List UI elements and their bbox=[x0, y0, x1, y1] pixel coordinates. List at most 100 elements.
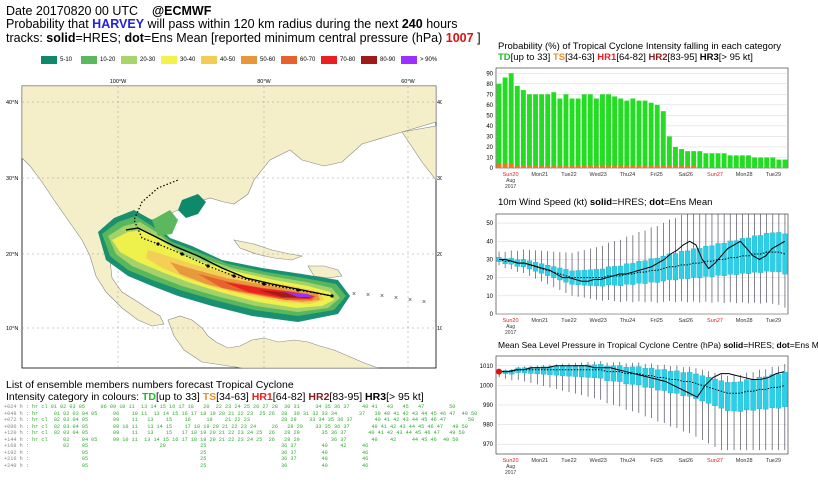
bar-td bbox=[654, 104, 660, 168]
legend-item: 80-90 bbox=[361, 56, 398, 64]
ensemble-row: +096 h : hr cl 02 03 04 05 09 10 11 13 1… bbox=[4, 424, 468, 431]
reported-pressure-marker bbox=[496, 368, 502, 375]
legend-swatch bbox=[81, 56, 97, 64]
bar-td bbox=[764, 157, 770, 168]
time-axis-year: 2017 bbox=[505, 470, 516, 476]
lon-label-top: 100°W bbox=[110, 79, 127, 85]
intensity-legend-line: Intensity category in colours: TD[up to … bbox=[6, 390, 424, 404]
time-axis-label: Sun27 bbox=[707, 458, 723, 464]
lat-label-left: 10°N bbox=[6, 326, 18, 332]
cat-td-range: [up to 33] bbox=[156, 391, 200, 403]
legend-label: 5-10 bbox=[60, 57, 73, 63]
source-text: @ECMWF bbox=[151, 4, 212, 18]
ens-box bbox=[598, 364, 604, 379]
lon-label-top: 80°W bbox=[257, 79, 271, 85]
bar-td bbox=[533, 94, 538, 168]
ensemble-row: +216 h : 05 25 36 37 40 46 bbox=[4, 456, 444, 463]
bar-td bbox=[624, 100, 630, 168]
ensemble-row: +168 h : 02 05 20 25 36 37 40 42 46 bbox=[4, 443, 444, 450]
header-prob-line: Probability that HARVEY will pass within… bbox=[6, 17, 457, 31]
bar-td bbox=[551, 92, 557, 168]
bar-td bbox=[648, 102, 654, 168]
time-axis-month: Aug bbox=[506, 178, 515, 184]
y-tick-label: 50 bbox=[486, 221, 493, 227]
legend-item: 40-50 bbox=[201, 56, 238, 64]
legend-swatch bbox=[321, 56, 337, 64]
observed-position-cross: × bbox=[422, 299, 426, 306]
lat-label-left: 20°N bbox=[6, 252, 18, 258]
legend-label: 50-60 bbox=[260, 57, 276, 63]
bar-ts bbox=[642, 165, 648, 168]
bar-td bbox=[520, 90, 526, 168]
bar-ts bbox=[533, 165, 538, 168]
time-axis-label: Mon21 bbox=[531, 318, 548, 324]
p3-title-b: =HRES; bbox=[743, 340, 775, 350]
header-tracks-line: tracks: solid=HRES; dot=Ens Mean [report… bbox=[6, 31, 481, 45]
time-axis-label: Wed23 bbox=[590, 458, 607, 464]
p3-title-a: Mean Sea Level Pressure in Tropical Cycl… bbox=[498, 340, 721, 350]
bar-td bbox=[709, 153, 715, 168]
p3-title-c: =Ens Mean bbox=[789, 340, 818, 350]
legend-label: 40-50 bbox=[220, 57, 236, 63]
bar-td bbox=[715, 153, 721, 168]
probability-swath bbox=[152, 210, 178, 236]
cat-hr1-range: [64-82] bbox=[272, 391, 306, 403]
y-tick-label: 1010 bbox=[480, 364, 494, 370]
bar-ts bbox=[606, 165, 611, 168]
bar-td bbox=[569, 98, 575, 168]
ens-box bbox=[579, 365, 585, 378]
time-axis-year: 2017 bbox=[505, 184, 516, 190]
bar-td bbox=[508, 73, 514, 168]
ens-box bbox=[667, 370, 674, 394]
bar-ts bbox=[496, 163, 502, 168]
y-tick-label: 10 bbox=[486, 155, 493, 161]
bar-td bbox=[703, 153, 709, 168]
ens-mean-track bbox=[133, 179, 333, 297]
bar-td bbox=[606, 94, 611, 168]
ensemble-row-label: +120 h : bbox=[4, 430, 33, 436]
p1-hr3-r: [> 95 kt] bbox=[718, 52, 753, 63]
pressure-chart: 970 980 990 1000 1010 Sun20 Mon21 Tue22 Wed23 Thu… bbox=[480, 355, 789, 476]
bar-ts bbox=[581, 165, 587, 168]
land-mass bbox=[167, 315, 379, 369]
storm-name: HARVEY bbox=[92, 17, 145, 31]
p1-hr3: HR3 bbox=[699, 52, 719, 63]
observed-position-cross: × bbox=[380, 293, 384, 300]
lat-label-right: 10°N bbox=[437, 326, 442, 332]
ens-box bbox=[737, 381, 744, 412]
ens-box bbox=[623, 367, 629, 385]
ensemble-row-members: hr cl 02 03 04 05 09 11 13 15 16 19 21 2… bbox=[32, 417, 475, 423]
bar-ts bbox=[612, 165, 618, 168]
legend-swatch bbox=[241, 56, 257, 64]
time-axis-label: Mon21 bbox=[531, 458, 548, 464]
prob-mid: will pass within 120 km radius during th… bbox=[147, 17, 399, 31]
ens-box bbox=[528, 367, 534, 374]
intensity-panel-title: Probability (%) of Tropical Cyclone Inte… bbox=[498, 41, 782, 52]
time-axis-month: Aug bbox=[506, 324, 515, 330]
y-tick-label: 980 bbox=[483, 423, 494, 429]
p2-title-a: 10m Wind Speed (kt) bbox=[498, 197, 588, 208]
bar-td bbox=[545, 94, 551, 168]
time-axis-label: Wed23 bbox=[590, 172, 607, 178]
ensemble-row-members: hr cl 02 03 04 05 09 10 11 13 14 15 17 1… bbox=[32, 423, 468, 430]
time-axis-label: Sat26 bbox=[679, 458, 693, 464]
track-map: 100°W100°W80°W80°W60°W60°W40°N40°N30°N30… bbox=[6, 79, 442, 369]
legend-item: > 90% bbox=[401, 56, 438, 64]
time-axis-label: Sat26 bbox=[679, 318, 693, 324]
y-tick-label: 50 bbox=[486, 113, 493, 119]
y-tick-label: 990 bbox=[483, 403, 494, 409]
time-axis-month: Aug bbox=[506, 464, 515, 470]
pressure-panel-title: Mean Sea Level Pressure in Tropical Cycl… bbox=[498, 340, 818, 350]
bar-ts bbox=[557, 165, 563, 168]
ens-box bbox=[686, 372, 693, 397]
ensemble-list-title: List of ensemble members numbers forecas… bbox=[6, 379, 294, 391]
cat-hr3: HR3 bbox=[365, 391, 387, 403]
bar-td bbox=[581, 94, 587, 168]
bar-td bbox=[733, 155, 739, 168]
ens-box bbox=[630, 263, 636, 285]
bar-td bbox=[685, 151, 691, 168]
ens-box bbox=[718, 380, 725, 409]
ensemble-row: +192 h : 05 25 36 37 40 46 bbox=[4, 450, 444, 457]
legend-swatch bbox=[201, 56, 217, 64]
ens-box bbox=[557, 267, 563, 281]
